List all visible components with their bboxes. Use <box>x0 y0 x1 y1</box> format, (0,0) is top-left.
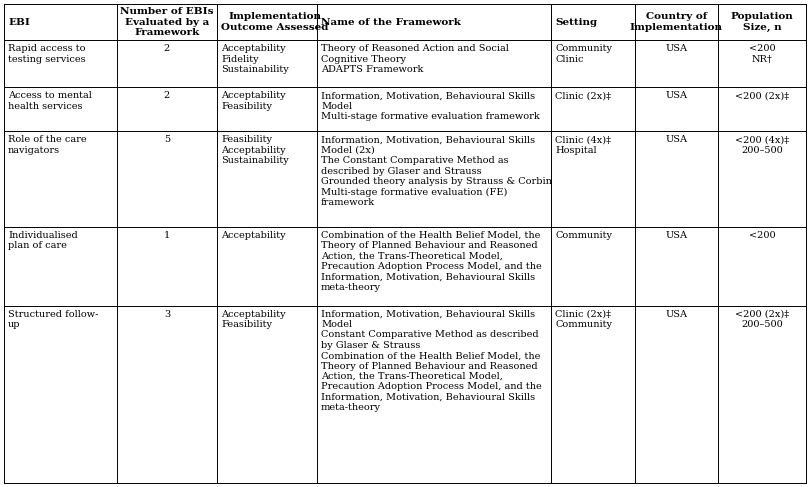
Text: Clinic (2x)‡: Clinic (2x)‡ <box>556 92 612 100</box>
Text: 1: 1 <box>164 231 170 240</box>
Text: Implementation
Outcome Assessed: Implementation Outcome Assessed <box>221 12 328 32</box>
Text: Clinic (4x)‡
Hospital: Clinic (4x)‡ Hospital <box>556 135 612 155</box>
Text: Rapid access to
testing services: Rapid access to testing services <box>8 44 86 63</box>
Text: Community
Clinic: Community Clinic <box>556 44 612 63</box>
Text: <200 (4x)‡
200–500: <200 (4x)‡ 200–500 <box>735 135 789 155</box>
Text: Name of the Framework: Name of the Framework <box>321 18 461 27</box>
Text: Access to mental
health services: Access to mental health services <box>8 92 92 111</box>
Text: Information, Motivation, Behavioural Skills
Model
Multi-stage formative evaluati: Information, Motivation, Behavioural Ski… <box>321 92 539 121</box>
Text: Acceptability: Acceptability <box>221 231 286 240</box>
Text: Information, Motivation, Behavioural Skills
Model
Constant Comparative Method as: Information, Motivation, Behavioural Ski… <box>321 310 542 412</box>
Text: Combination of the Health Belief Model, the
Theory of Planned Behaviour and Reas: Combination of the Health Belief Model, … <box>321 231 542 292</box>
Text: Country of
Implementation: Country of Implementation <box>630 12 723 32</box>
Text: Structured follow-
up: Structured follow- up <box>8 310 98 329</box>
Text: Information, Motivation, Behavioural Skills
Model (2x)
The Constant Comparative : Information, Motivation, Behavioural Ski… <box>321 135 552 207</box>
Text: Community: Community <box>556 231 612 240</box>
Text: Setting: Setting <box>556 18 598 27</box>
Text: USA: USA <box>665 135 688 145</box>
Text: Theory of Reasoned Action and Social
Cognitive Theory
ADAPTS Framework: Theory of Reasoned Action and Social Cog… <box>321 44 509 74</box>
Text: Role of the care
navigators: Role of the care navigators <box>8 135 87 155</box>
Text: USA: USA <box>665 92 688 100</box>
Text: <200: <200 <box>748 231 775 240</box>
Text: Acceptability
Fidelity
Sustainability: Acceptability Fidelity Sustainability <box>221 44 288 74</box>
Text: 2: 2 <box>164 44 170 53</box>
Text: <200 (2x)‡
200–500: <200 (2x)‡ 200–500 <box>735 310 789 329</box>
Text: EBI: EBI <box>8 18 30 27</box>
Text: Clinic (2x)‡
Community: Clinic (2x)‡ Community <box>556 310 612 329</box>
Text: Individualised
plan of care: Individualised plan of care <box>8 231 78 250</box>
Text: <200 (2x)‡: <200 (2x)‡ <box>735 92 789 100</box>
Text: Feasibility
Acceptability
Sustainability: Feasibility Acceptability Sustainability <box>221 135 288 165</box>
Text: Acceptability
Feasibility: Acceptability Feasibility <box>221 92 286 111</box>
Text: 3: 3 <box>164 310 170 318</box>
Text: USA: USA <box>665 231 688 240</box>
Text: Population
Size, n: Population Size, n <box>731 12 793 32</box>
Text: USA: USA <box>665 310 688 318</box>
Text: 2: 2 <box>164 92 170 100</box>
Text: <200
NR†: <200 NR† <box>748 44 775 63</box>
Text: 5: 5 <box>164 135 170 145</box>
Text: Number of EBIs
Evaluated by a
Framework: Number of EBIs Evaluated by a Framework <box>120 7 214 37</box>
Text: USA: USA <box>665 44 688 53</box>
Text: Acceptability
Feasibility: Acceptability Feasibility <box>221 310 286 329</box>
